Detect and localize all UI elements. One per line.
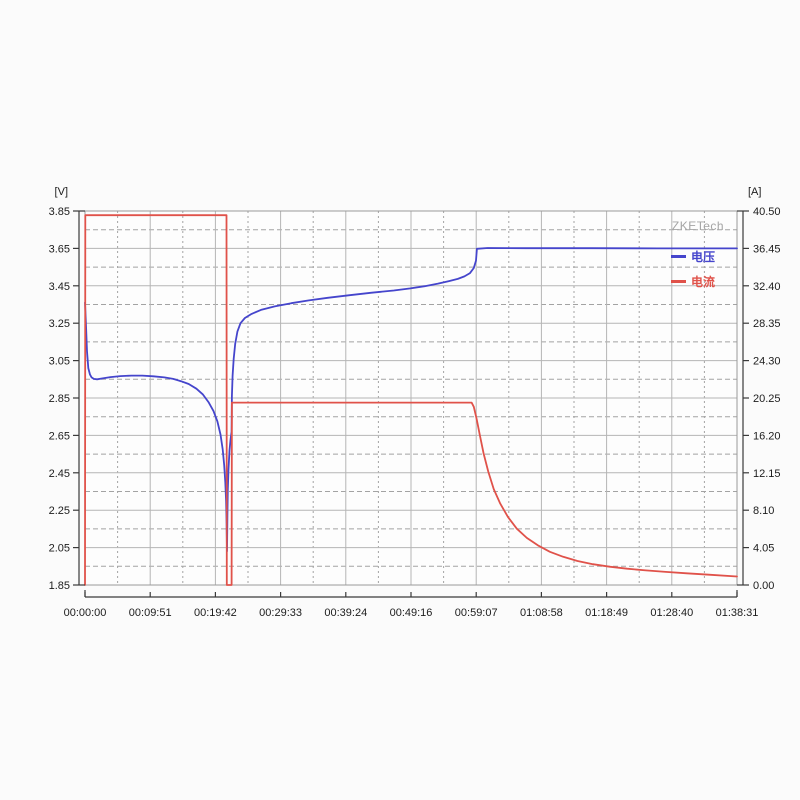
left-axis-tick-label: 2.85	[49, 393, 70, 405]
x-axis-tick-label: 00:29:33	[259, 607, 302, 619]
right-axis-tick-label: 8.10	[753, 505, 774, 517]
x-axis-tick-label: 00:59:07	[455, 607, 498, 619]
chart-watermark: ZKETech	[671, 219, 725, 233]
right-axis-tick-label: 4.05	[753, 543, 774, 555]
right-axis-tick-label: 36.45	[753, 243, 781, 255]
x-axis-tick-label: 00:09:51	[129, 607, 172, 619]
left-axis-tick-label: 3.65	[49, 243, 70, 255]
right-axis-tick-label: 12.15	[753, 468, 781, 480]
left-axis-tick-label: 1.85	[49, 580, 70, 592]
x-axis-tick-label: 01:38:31	[716, 607, 759, 619]
left-axis-tick-label: 3.25	[49, 318, 70, 330]
right-axis-tick-label: 20.25	[753, 393, 781, 405]
legend-item-current: 电流	[671, 273, 715, 290]
x-axis-tick-label: 00:39:24	[324, 607, 367, 619]
left-axis-tick-label: 2.45	[49, 468, 70, 480]
left-axis-tick-label: 2.65	[49, 430, 70, 442]
current-line	[84, 214, 738, 586]
voltage-legend-dash-icon	[671, 255, 686, 258]
x-axis-tick-label: 00:00:00	[64, 607, 107, 619]
right-axis-tick-label: 32.40	[753, 281, 781, 293]
x-axis-tick-label: 00:49:16	[390, 607, 433, 619]
x-axis-tick-label: 01:28:40	[650, 607, 693, 619]
right-axis-tick-label: 16.20	[753, 430, 781, 442]
left-axis-unit-label: [V]	[54, 186, 68, 198]
left-axis-tick-label: 2.05	[49, 543, 70, 555]
right-axis-unit-label: [A]	[748, 186, 762, 198]
voltage-line	[84, 247, 738, 553]
x-axis-tick-label: 01:18:49	[585, 607, 628, 619]
right-axis-tick-label: 0.00	[753, 580, 774, 592]
x-axis-tick-label: 01:08:58	[520, 607, 563, 619]
right-axis-tick-label: 24.30	[753, 356, 781, 368]
left-axis-tick-label: 3.05	[49, 356, 70, 368]
left-axis-tick-label: 3.85	[49, 206, 70, 218]
left-axis-tick-label: 3.45	[49, 281, 70, 293]
right-axis-tick-label: 28.35	[753, 318, 781, 330]
voltage-legend-label: 电压	[691, 250, 716, 264]
x-axis-tick-label: 00:19:42	[194, 607, 237, 619]
legend-item-voltage: 电压	[671, 248, 715, 265]
left-axis-tick-label: 2.25	[49, 505, 70, 517]
current-legend-dash-icon	[671, 280, 686, 283]
right-axis-tick-label: 40.50	[753, 206, 781, 218]
current-legend-label: 电流	[691, 275, 716, 289]
